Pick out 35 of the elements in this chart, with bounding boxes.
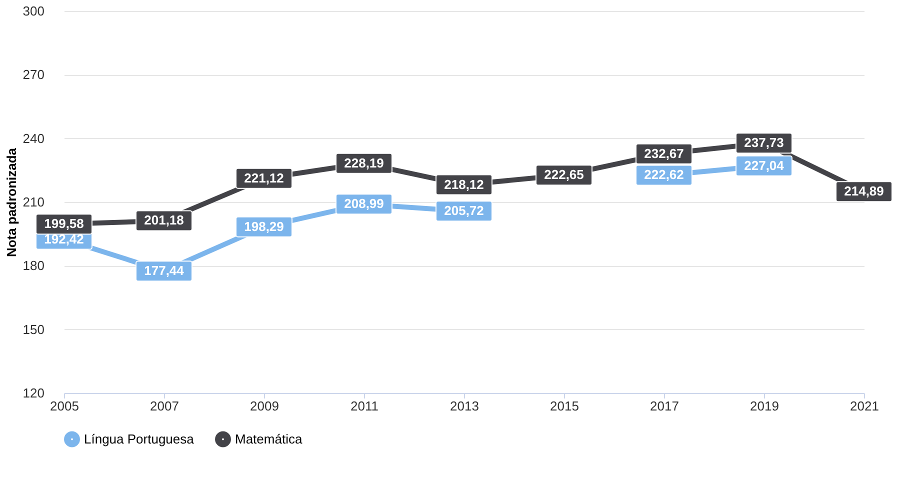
data-label: 232,67 — [644, 146, 684, 161]
y-tick-label: 150 — [22, 322, 44, 337]
y-tick-label: 120 — [22, 386, 44, 400]
data-label: 198,29 — [244, 218, 284, 234]
data-label: 177,44 — [144, 263, 185, 278]
legend-label: Língua Portuguesa — [84, 431, 195, 446]
y-tick-label: 300 — [22, 4, 44, 18]
data-label: 237,73 — [744, 135, 784, 150]
x-tick-label: 2007 — [150, 398, 179, 414]
y-tick-label: 180 — [22, 258, 44, 274]
data-label: 218,12 — [444, 176, 484, 192]
data-label: 205,72 — [444, 203, 484, 218]
x-tick-label: 2011 — [350, 398, 378, 414]
legend-label: Matemática — [235, 431, 303, 446]
x-tick-label: 2013 — [450, 398, 479, 414]
data-label: 222,65 — [544, 167, 584, 182]
y-tick-label: 270 — [22, 67, 44, 82]
x-tick-label: 2017 — [650, 398, 679, 414]
data-label: 228,19 — [344, 155, 384, 170]
data-label: 214,89 — [844, 184, 884, 199]
x-tick-label: 2021 — [850, 398, 879, 414]
x-tick-label: 2019 — [750, 398, 779, 414]
data-label: 208,99 — [344, 196, 384, 212]
data-label: 192,42 — [44, 231, 84, 246]
data-label: 221,12 — [244, 170, 284, 186]
data-label: 201,18 — [144, 212, 184, 228]
y-axis-title: Nota padronizada — [4, 147, 19, 258]
y-tick-label: 210 — [22, 194, 44, 210]
data-label: 227,04 — [744, 158, 785, 173]
data-label: 222,62 — [644, 167, 684, 182]
y-tick-label: 240 — [22, 130, 44, 146]
x-tick-label: 2009 — [250, 398, 279, 414]
x-tick-label: 2005 — [50, 398, 79, 414]
data-label: 199,58 — [44, 216, 84, 232]
x-tick-label: 2015 — [550, 398, 579, 414]
